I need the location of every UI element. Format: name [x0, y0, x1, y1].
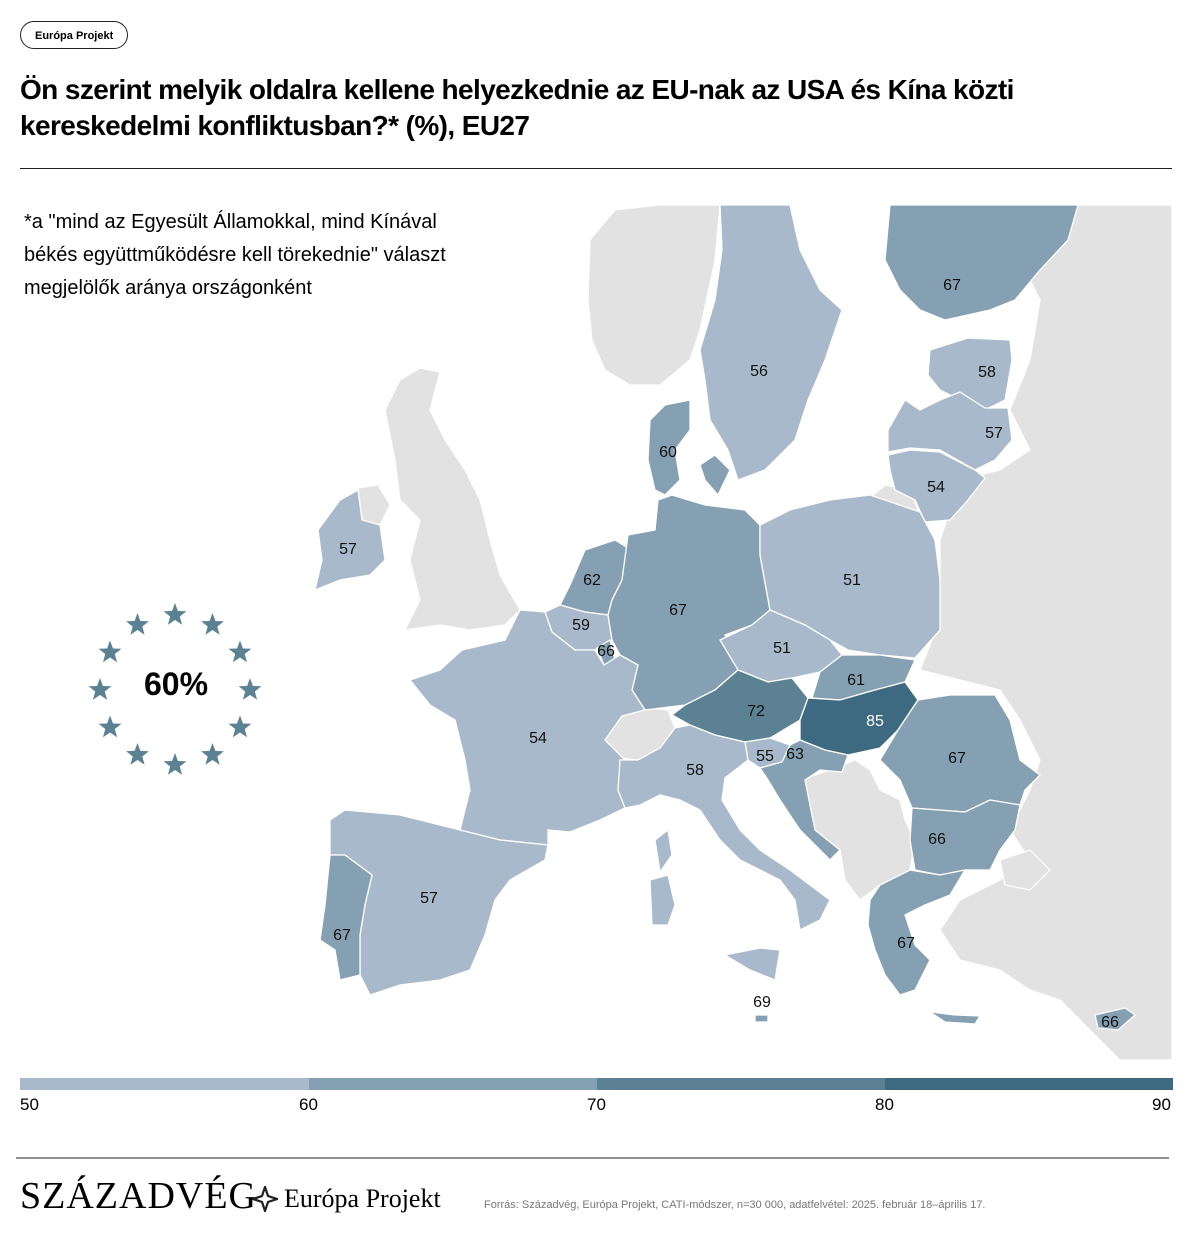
- turkey-shape: [999, 849, 1051, 891]
- europa-projekt-star-icon: [252, 1186, 278, 1212]
- eu-countries: [314, 204, 1137, 1031]
- label-estonia: 58: [978, 364, 996, 381]
- country-estonia: [927, 337, 1013, 411]
- great-britain-shape: [384, 367, 521, 631]
- country-romania: [879, 694, 1041, 813]
- eu-star-icon: [228, 715, 252, 738]
- scale-bin-60-70: [309, 1078, 598, 1090]
- country-malta: [754, 1014, 769, 1023]
- scale-bin-80-90: [885, 1078, 1173, 1090]
- eu-star-icon: [98, 640, 122, 663]
- scale-tick-70: 70: [587, 1095, 606, 1114]
- label-croatia: 63: [786, 746, 804, 763]
- title-divider: [20, 168, 1172, 169]
- label-finland: 67: [943, 277, 961, 294]
- eu-star-icon: [228, 640, 252, 663]
- country-denmark-zealand: [699, 454, 731, 497]
- eu-average-value: 60%: [143, 666, 209, 702]
- scale-tick-90: 90: [1152, 1095, 1171, 1114]
- label-austria: 72: [747, 703, 765, 720]
- non-eu-regions: [357, 204, 1173, 1061]
- country-sicily: [723, 947, 781, 981]
- szazadveg-logo: SZÁZADVÉG: [20, 1175, 257, 1217]
- country-cyprus: [1094, 1007, 1137, 1031]
- scale-tick-80: 80: [875, 1095, 894, 1114]
- norway-shape: [587, 204, 721, 386]
- country-denmark: [647, 399, 691, 496]
- label-spain: 57: [420, 890, 438, 907]
- label-luxembourg: 66: [597, 643, 615, 660]
- label-slovenia: 55: [756, 748, 774, 765]
- color-scale-bar: [20, 1078, 1173, 1090]
- footnote: *a "mind az Egyesült Államokkal, mind Kí…: [24, 211, 446, 299]
- scale-tick-60: 60: [299, 1095, 318, 1114]
- eu-star-icon: [201, 743, 224, 765]
- country-lithuania: [887, 449, 986, 523]
- northern-ireland-shape: [357, 484, 391, 526]
- country-sweden: [699, 204, 843, 481]
- label-denmark: 60: [659, 444, 677, 461]
- label-belgium: 59: [572, 617, 590, 634]
- eu-star-icon: [98, 715, 122, 738]
- label-greece: 67: [897, 935, 915, 952]
- country-italy: [617, 724, 831, 931]
- label-italy: 58: [686, 762, 704, 779]
- country-sardinia: [649, 874, 676, 926]
- label-latvia: 57: [985, 425, 1003, 442]
- label-cyprus: 66: [1101, 1014, 1119, 1031]
- scale-bin-50-60: [20, 1078, 310, 1090]
- label-netherlands: 62: [583, 572, 601, 589]
- country-portugal: [319, 854, 373, 981]
- label-malta: 69: [753, 994, 771, 1011]
- scale-bin-70-80: [597, 1078, 886, 1090]
- country-croatia: [758, 739, 849, 861]
- country-ireland: [314, 488, 386, 592]
- eu-star-icon: [126, 743, 149, 765]
- label-poland: 51: [843, 572, 861, 589]
- scale-tick-50: 50: [20, 1095, 39, 1114]
- country-france: [408, 609, 647, 846]
- country-crete: [929, 1011, 982, 1025]
- europa-projekt-logo: Európa Projekt: [284, 1184, 441, 1213]
- country-greece: [867, 869, 967, 996]
- eu-star-icon: [163, 753, 187, 775]
- label-france: 54: [529, 730, 547, 747]
- label-romania: 67: [948, 750, 966, 767]
- country-finland: [884, 204, 1079, 321]
- country-bulgaria: [909, 799, 1021, 876]
- chart-title: Ön szerint melyik oldalra kellene helyez…: [20, 74, 1014, 141]
- label-czechia: 51: [773, 640, 791, 657]
- label-ireland: 57: [339, 541, 357, 558]
- eu-star-icon: [88, 678, 112, 700]
- country-corsica: [654, 828, 673, 874]
- value-labels: 67 56 58 57 54 60 57 62 59 66 67 51 51 6…: [333, 277, 1119, 1031]
- eu-star-icon: [163, 603, 187, 625]
- label-slovakia: 61: [847, 672, 865, 689]
- source-note: Forrás: Századvég, Európa Projekt, CATI-…: [484, 1199, 986, 1211]
- label-germany: 67: [669, 602, 687, 619]
- label-hungary: 85: [866, 713, 884, 730]
- label-lithuania: 54: [927, 479, 945, 496]
- label-portugal: 67: [333, 927, 351, 944]
- country-latvia: [887, 391, 1013, 471]
- europa-projekt-badge: Európa Projekt: [20, 21, 129, 49]
- country-hungary: [799, 681, 919, 756]
- label-sweden: 56: [750, 363, 768, 380]
- eu-star-icon: [126, 613, 149, 635]
- label-bulgaria: 66: [928, 831, 946, 848]
- eu-star-icon: [238, 678, 262, 700]
- eu-stars-circle: [88, 603, 262, 775]
- eu-star-icon: [201, 613, 224, 635]
- east-europe-shape: [919, 204, 1173, 1061]
